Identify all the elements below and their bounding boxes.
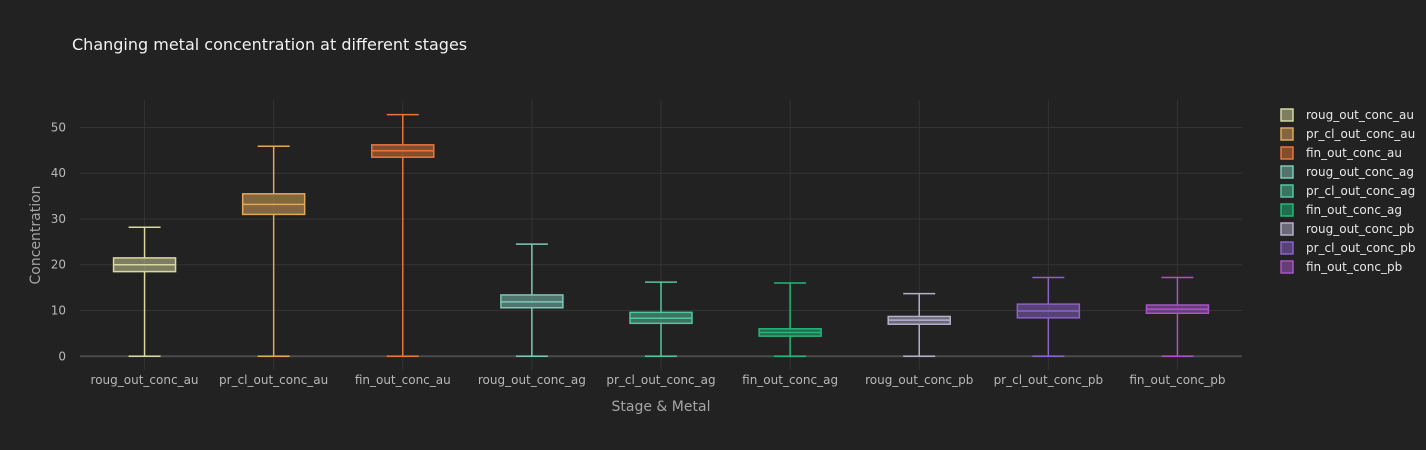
- legend-swatch: [1280, 127, 1294, 141]
- box-pr_cl_out_conc_pb: [1016, 276, 1081, 358]
- box-fin_out_conc_au: [371, 113, 435, 358]
- legend-swatch: [1280, 203, 1294, 217]
- y-tick-label: 40: [51, 166, 66, 180]
- legend-swatch: [1280, 184, 1294, 198]
- legend-item-pr_cl_out_conc_pb[interactable]: pr_cl_out_conc_pb: [1280, 241, 1416, 255]
- x-tick-label: pr_cl_out_conc_ag: [606, 373, 715, 387]
- legend-item-roug_out_conc_au[interactable]: roug_out_conc_au: [1280, 108, 1414, 122]
- box-series: [112, 113, 1210, 358]
- box-fin_out_conc_pb: [1145, 276, 1210, 358]
- legend-swatch: [1280, 241, 1294, 255]
- box-fin_out_conc_ag: [758, 282, 822, 358]
- y-tick-label: 30: [51, 212, 66, 226]
- legend-label: fin_out_conc_pb: [1306, 260, 1402, 274]
- x-tick-label: fin_out_conc_pb: [1129, 373, 1225, 387]
- legend-swatch: [1280, 222, 1294, 236]
- y-axis-ticks: 0 10 20 30 40 50: [51, 120, 66, 363]
- x-tick-label: pr_cl_out_conc_pb: [994, 373, 1104, 387]
- x-tick-label: pr_cl_out_conc_au: [219, 373, 328, 387]
- x-tick-label: roug_out_conc_ag: [478, 373, 586, 387]
- box-roug_out_conc_au: [112, 226, 177, 358]
- box-roug_out_conc_ag: [500, 243, 564, 358]
- legend-label: pr_cl_out_conc_ag: [1306, 184, 1415, 198]
- x-tick-label: fin_out_conc_ag: [742, 373, 838, 387]
- legend-label: fin_out_conc_au: [1306, 146, 1402, 160]
- y-tick-label: 20: [51, 258, 66, 272]
- legend-item-fin_out_conc_pb[interactable]: fin_out_conc_pb: [1280, 260, 1402, 274]
- legend-label: roug_out_conc_au: [1306, 108, 1414, 122]
- legend-label: fin_out_conc_ag: [1306, 203, 1402, 217]
- y-tick-label: 10: [51, 304, 66, 318]
- legend-label: roug_out_conc_ag: [1306, 165, 1414, 179]
- legend-swatch: [1280, 108, 1294, 122]
- x-axis-ticks: roug_out_conc_au pr_cl_out_conc_au fin_out…: [91, 373, 1226, 387]
- box-roug_out_conc_pb: [887, 292, 951, 358]
- x-tick-label: fin_out_conc_au: [355, 373, 451, 387]
- legend[interactable]: roug_out_conc_au pr_cl_out_conc_au fin_out…: [1280, 108, 1416, 274]
- legend-label: pr_cl_out_conc_pb: [1306, 241, 1416, 255]
- legend-item-roug_out_conc_ag[interactable]: roug_out_conc_ag: [1280, 165, 1414, 179]
- chart-title: Changing metal concentration at differen…: [72, 35, 467, 54]
- box-pr_cl_out_conc_ag: [629, 281, 693, 358]
- x-tick-label: roug_out_conc_pb: [865, 373, 973, 387]
- legend-item-pr_cl_out_conc_ag[interactable]: pr_cl_out_conc_ag: [1280, 184, 1415, 198]
- x-tick-label: roug_out_conc_au: [91, 373, 199, 387]
- legend-label: pr_cl_out_conc_au: [1306, 127, 1415, 141]
- legend-label: roug_out_conc_pb: [1306, 222, 1414, 236]
- legend-swatch: [1280, 146, 1294, 160]
- legend-item-fin_out_conc_au[interactable]: fin_out_conc_au: [1280, 146, 1402, 160]
- y-axis-title: Concentration: [28, 185, 44, 284]
- x-axis-title: Stage & Metal: [612, 399, 711, 415]
- legend-item-roug_out_conc_pb[interactable]: roug_out_conc_pb: [1280, 222, 1414, 236]
- legend-item-pr_cl_out_conc_au[interactable]: pr_cl_out_conc_au: [1280, 127, 1415, 141]
- legend-swatch: [1280, 260, 1294, 274]
- y-tick-label: 0: [58, 349, 66, 363]
- y-tick-label: 50: [51, 120, 66, 134]
- box-pr_cl_out_conc_au: [241, 145, 306, 358]
- legend-item-fin_out_conc_ag[interactable]: fin_out_conc_ag: [1280, 203, 1402, 217]
- legend-swatch: [1280, 165, 1294, 179]
